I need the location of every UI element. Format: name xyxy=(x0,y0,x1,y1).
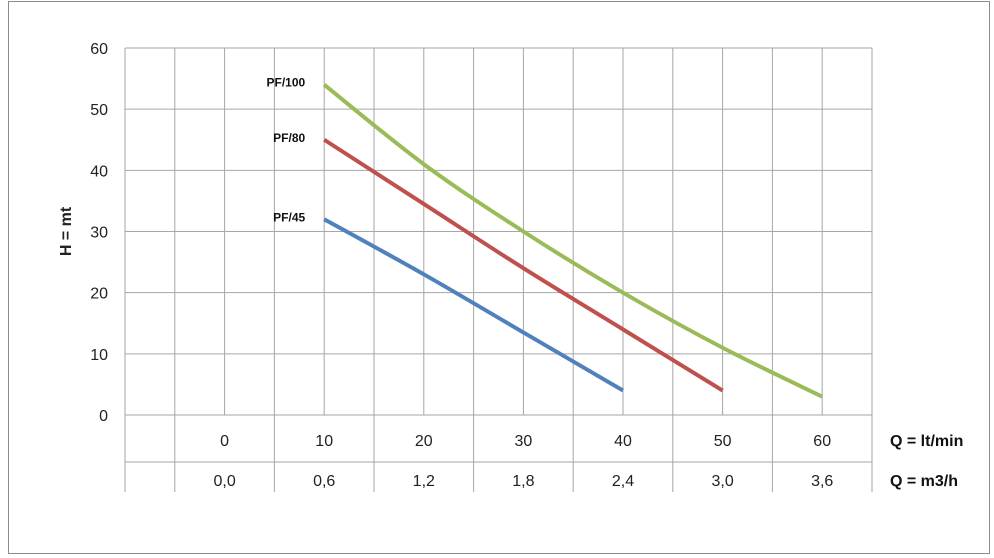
x-tick-label: 10 xyxy=(315,433,333,450)
series-label: PF/80 xyxy=(273,131,305,145)
y-tick-label: 0 xyxy=(99,408,108,425)
y-tick-label: 60 xyxy=(90,41,108,58)
x-unit-label: Q = m3/h xyxy=(890,473,958,490)
x-tick-label: 1,8 xyxy=(512,473,534,490)
y-tick-label: 20 xyxy=(90,286,108,303)
series-line-pf-45 xyxy=(323,217,625,393)
y-tick-label: 50 xyxy=(90,102,108,119)
x-tick-label: 3,0 xyxy=(711,473,733,490)
y-tick-label: 30 xyxy=(90,225,108,242)
y-axis-label: H = mt xyxy=(58,206,75,256)
x-tick-label: 50 xyxy=(714,433,732,450)
y-tick-label: 10 xyxy=(90,347,108,364)
labels: 0 10 20 30 40 50 60 Q = lt/min Q = m3/h H = mt PF/… xyxy=(58,41,963,490)
series-label: PF/45 xyxy=(273,210,305,224)
x-axis-table: 0 10 20 30 40 50 60 0,0 0,6 1,2 1,8 2,4 3,0 3,6 xyxy=(125,433,872,490)
x-tick-label: 0,0 xyxy=(213,473,235,490)
x-tick-label: 20 xyxy=(415,433,433,450)
x-tick-label: 2,4 xyxy=(612,473,634,490)
x-unit-label: Q = lt/min xyxy=(890,433,963,450)
series-line-pf-80 xyxy=(323,138,724,393)
x-tick-label: 60 xyxy=(813,433,831,450)
x-tick-label: 40 xyxy=(614,433,632,450)
x-tick-label: 0,6 xyxy=(313,473,335,490)
x-tick-label: 3,6 xyxy=(811,473,833,490)
series-label: PF/100 xyxy=(266,76,305,90)
x-tick-label: 0 xyxy=(220,433,229,450)
series-line-pf-100 xyxy=(322,83,824,399)
series-lines xyxy=(322,83,824,399)
x-tick-label: 1,2 xyxy=(413,473,435,490)
x-tick-label: 30 xyxy=(515,433,533,450)
grid xyxy=(124,47,873,492)
y-tick-label: 40 xyxy=(90,163,108,180)
